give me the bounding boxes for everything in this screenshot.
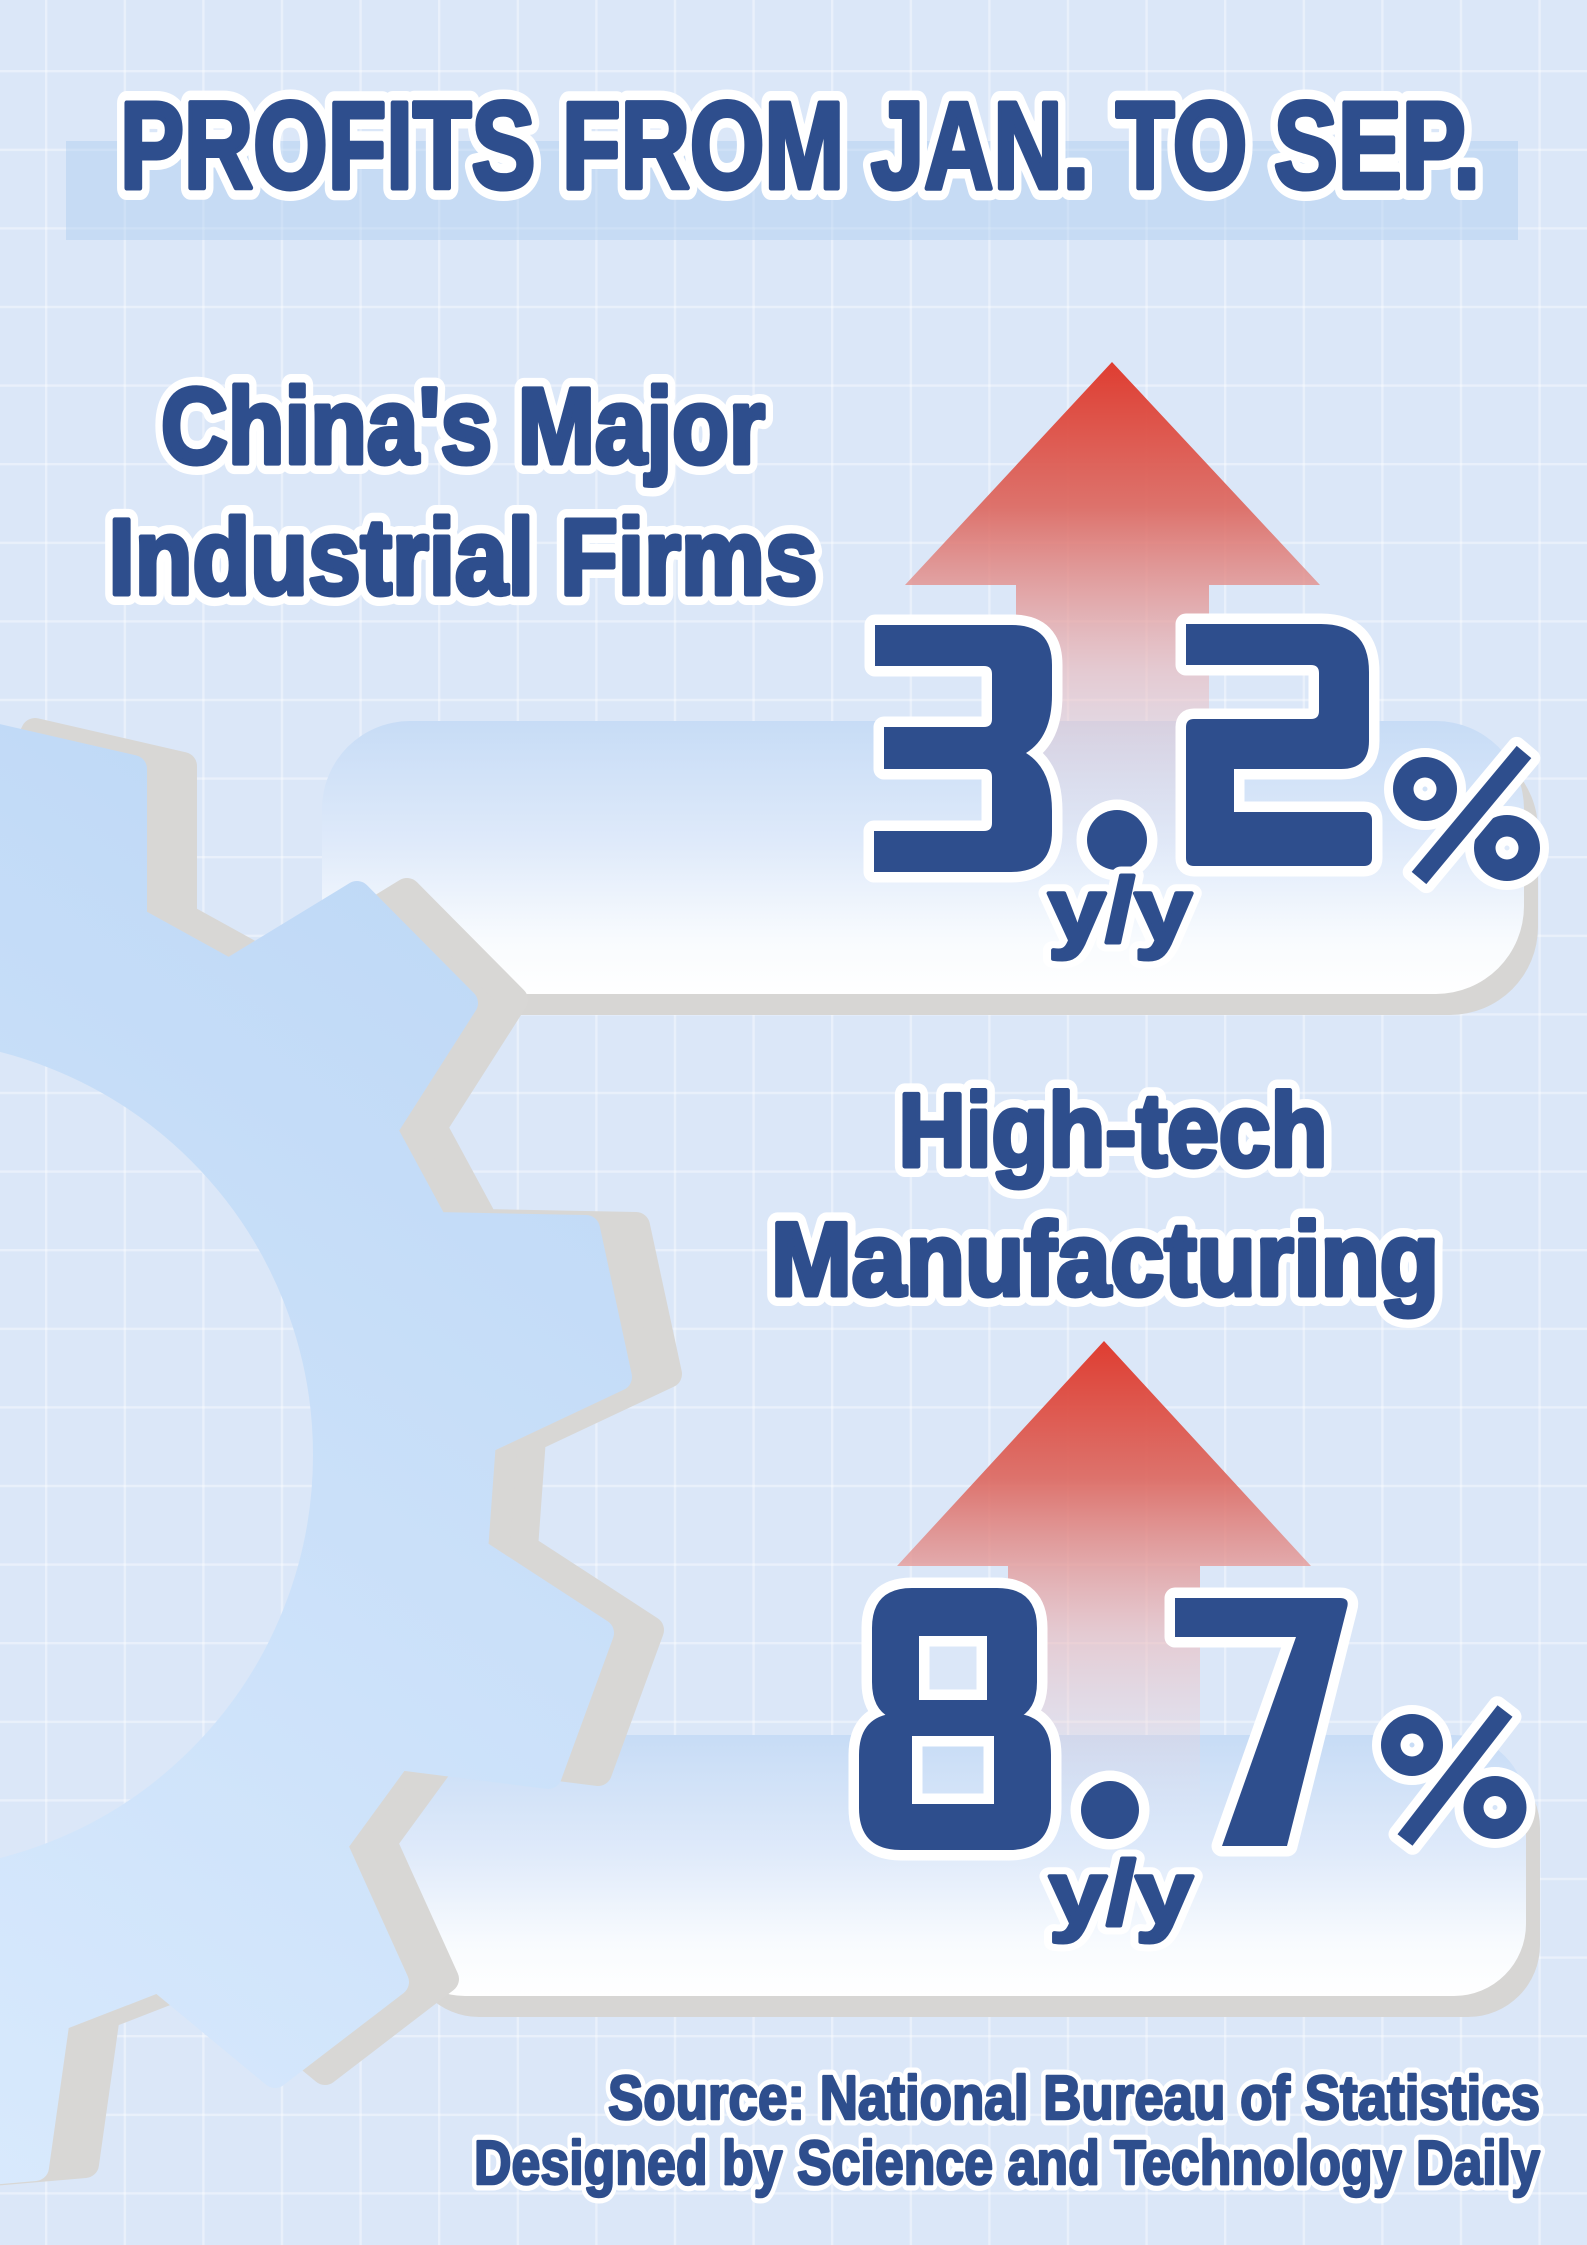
svg-text:PROFITS FROM JAN. TO SEP.: PROFITS FROM JAN. TO SEP. bbox=[120, 78, 1480, 215]
svg-text:Manufacturing: Manufacturing bbox=[771, 1202, 1439, 1318]
svg-text:y/y: y/y bbox=[1049, 1844, 1193, 1944]
svg-text:Manufacturing: Manufacturing bbox=[771, 1202, 1439, 1318]
svg-text:Source: National Bureau of Sta: Source: National Bureau of Statistics bbox=[608, 2064, 1540, 2133]
svg-text:Designed by Science and Techno: Designed by Science and Technology Daily bbox=[474, 2129, 1540, 2198]
svg-text:Industrial Firms: Industrial Firms bbox=[109, 496, 818, 617]
svg-text:PROFITS FROM JAN. TO SEP.: PROFITS FROM JAN. TO SEP. bbox=[120, 78, 1480, 215]
svg-text:y/y: y/y bbox=[1048, 861, 1192, 961]
svg-text:Designed by Science and Techno: Designed by Science and Technology Daily bbox=[474, 2129, 1540, 2198]
svg-text:y/y: y/y bbox=[1049, 1844, 1193, 1944]
svg-text:y/y: y/y bbox=[1048, 861, 1192, 961]
svg-text:High-tech: High-tech bbox=[899, 1073, 1328, 1189]
svg-text:Source: National Bureau of Sta: Source: National Bureau of Statistics bbox=[608, 2064, 1540, 2133]
svg-text:Industrial Firms: Industrial Firms bbox=[109, 496, 818, 617]
svg-text:High-tech: High-tech bbox=[899, 1073, 1328, 1189]
svg-text:China's Major: China's Major bbox=[161, 365, 765, 486]
svg-text:China's Major: China's Major bbox=[161, 365, 765, 486]
